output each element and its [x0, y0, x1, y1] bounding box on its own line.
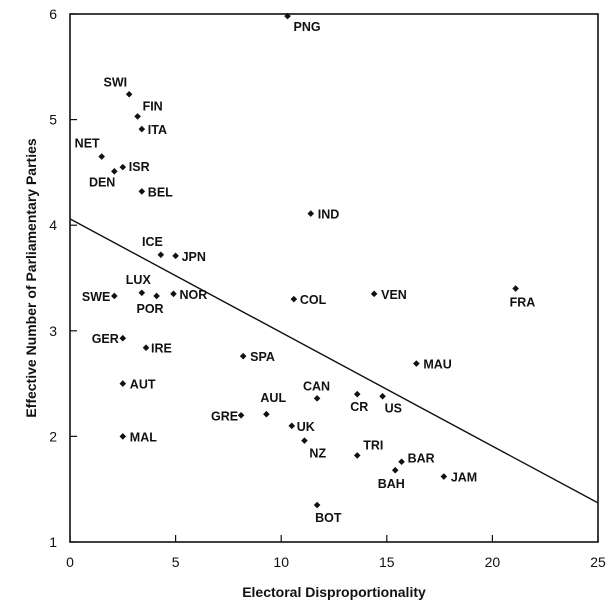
data-point-tri	[353, 452, 361, 459]
point-label-net: NET	[75, 137, 100, 151]
data-point-bar	[398, 458, 405, 466]
data-point-ger	[119, 334, 127, 342]
point-label-png: PNG	[294, 20, 321, 34]
x-tick-label: 25	[590, 554, 606, 570]
point-label-mal: MAL	[130, 430, 157, 444]
point-label-fin: FIN	[143, 99, 163, 113]
data-point-swi	[125, 90, 133, 98]
point-label-us: US	[385, 401, 402, 415]
point-label-bel: BEL	[148, 185, 173, 199]
data-point-bel	[138, 188, 146, 195]
regression-line	[69, 218, 599, 504]
data-point-gre	[237, 411, 245, 419]
data-point-uk	[288, 422, 296, 430]
x-tick-label: 20	[485, 554, 501, 570]
plot-frame	[69, 13, 599, 543]
data-point-nz	[301, 437, 308, 444]
data-point-jpn	[172, 252, 179, 260]
point-label-aul: AUL	[260, 391, 286, 405]
data-point-den	[111, 168, 118, 175]
data-point-ice	[157, 251, 165, 259]
point-label-lux: LUX	[126, 273, 152, 287]
x-tick-label: 10	[273, 554, 289, 570]
point-label-den: DEN	[89, 175, 115, 189]
data-point-net	[98, 153, 105, 160]
data-point-can	[313, 395, 321, 402]
data-point-bot	[313, 501, 321, 509]
data-point-fra	[512, 285, 519, 292]
data-point-cr	[353, 390, 361, 398]
data-point-jam	[440, 473, 448, 480]
point-label-por: POR	[136, 302, 163, 316]
point-label-cr: CR	[350, 400, 368, 414]
point-label-tri: TRI	[363, 438, 383, 452]
data-point-spa	[239, 352, 247, 360]
data-point-ire	[142, 344, 150, 351]
data-point-col	[290, 295, 298, 303]
y-tick-label: 1	[49, 534, 57, 550]
point-label-jpn: JPN	[182, 250, 206, 264]
point-label-swi: SWI	[104, 75, 128, 89]
point-label-nor: NOR	[179, 288, 207, 302]
data-point-isr	[119, 163, 127, 171]
data-point-nor	[170, 290, 177, 298]
data-point-por	[153, 292, 160, 300]
point-label-mau: MAU	[423, 358, 451, 372]
y-axis-title: Effective Number of Parliamentary Partie…	[23, 138, 39, 418]
y-tick-label: 3	[49, 323, 57, 339]
point-label-ita: ITA	[148, 123, 167, 137]
data-point-us	[379, 392, 386, 400]
y-tick-label: 4	[49, 217, 57, 233]
point-label-ind: IND	[318, 208, 340, 222]
point-label-swe: SWE	[82, 290, 110, 304]
point-label-fra: FRA	[510, 296, 536, 310]
data-points: PNG SWI FIN ITA NET ISR DEN BEL IND ICE JPN LUX SWE P…	[75, 12, 536, 525]
point-label-ire: IRE	[151, 342, 172, 356]
y-tick-label: 6	[49, 6, 57, 22]
data-point-fin	[134, 113, 141, 120]
axis-ticks: 0 5 10 15 20 25 1 2 3 4 5 6	[49, 6, 606, 570]
data-point-lux	[138, 289, 146, 297]
point-label-bah: BAH	[378, 477, 405, 491]
data-point-png	[284, 12, 291, 20]
data-point-swe	[111, 292, 118, 300]
point-label-bot: BOT	[315, 511, 342, 525]
x-tick-label: 0	[66, 554, 74, 570]
data-point-ind	[307, 210, 315, 217]
y-tick-label: 5	[49, 112, 57, 128]
point-label-isr: ISR	[129, 160, 150, 174]
point-label-ven: VEN	[381, 288, 407, 302]
point-label-ice: ICE	[142, 235, 163, 249]
point-label-bar: BAR	[408, 452, 435, 466]
data-point-mal	[119, 433, 127, 440]
y-tick-label: 2	[49, 428, 57, 444]
data-point-aul	[263, 410, 270, 418]
data-point-mau	[413, 360, 420, 367]
point-label-col: COL	[300, 293, 327, 307]
point-label-gre: GRE	[211, 409, 238, 423]
data-point-ita	[138, 125, 146, 133]
point-label-nz: NZ	[309, 447, 326, 461]
point-label-can: CAN	[303, 379, 330, 393]
data-point-ven	[370, 290, 378, 298]
point-label-spa: SPA	[250, 350, 275, 364]
point-label-jam: JAM	[451, 471, 477, 485]
point-label-uk: UK	[297, 420, 315, 434]
x-axis-title: Electoral Disproportionality	[242, 584, 426, 600]
point-label-ger: GER	[92, 332, 119, 346]
x-tick-label: 5	[172, 554, 180, 570]
data-point-bah	[391, 466, 399, 474]
x-tick-label: 15	[379, 554, 395, 570]
point-label-aut: AUT	[130, 378, 156, 392]
data-point-aut	[119, 380, 127, 387]
